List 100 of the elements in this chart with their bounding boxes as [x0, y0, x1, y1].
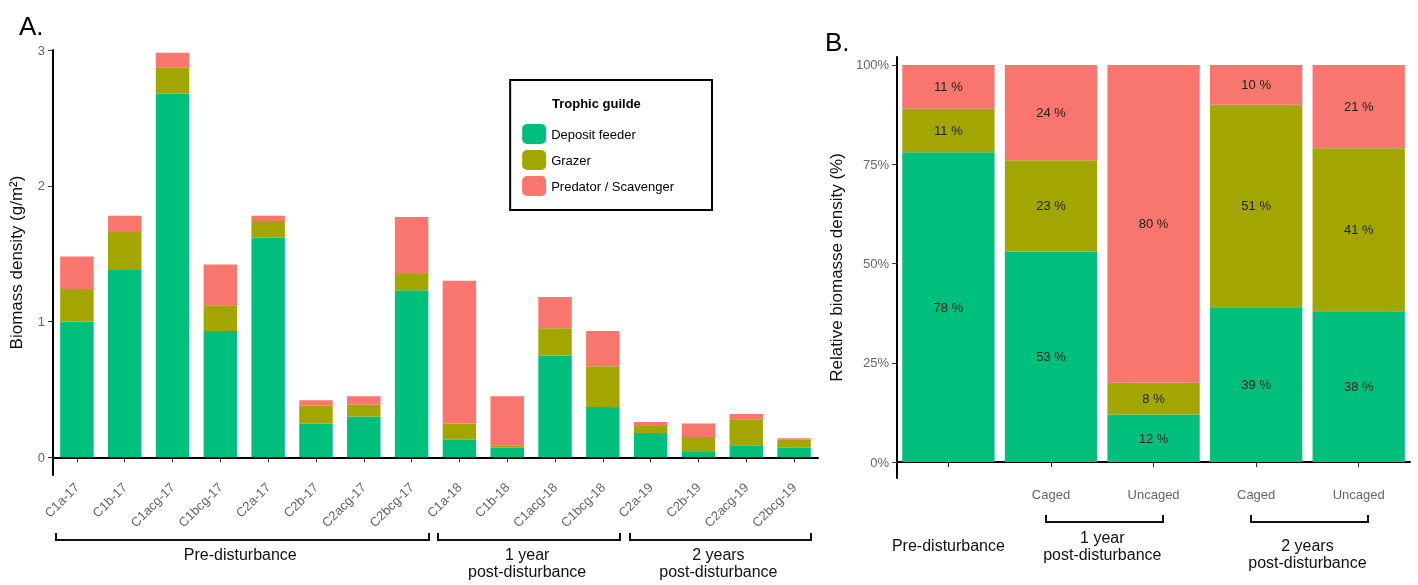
bar	[538, 328, 572, 356]
bar	[1004, 160, 1098, 252]
bar	[1209, 307, 1303, 463]
bar	[586, 366, 620, 408]
bar	[203, 305, 238, 332]
bar	[299, 405, 333, 424]
bar	[251, 221, 285, 238]
bar	[347, 396, 381, 405]
data-label: 78 %	[933, 299, 964, 315]
bar	[729, 445, 764, 458]
y-tick-label: 0%	[870, 454, 890, 470]
bar	[394, 217, 429, 275]
bar	[347, 404, 381, 417]
bar	[1209, 64, 1303, 105]
bar	[60, 256, 94, 289]
bar	[251, 237, 285, 458]
y-tick-label: 75%	[863, 156, 890, 172]
data-label: 8 %	[1142, 391, 1166, 407]
bar	[107, 215, 142, 232]
bar	[394, 274, 429, 291]
bar	[633, 426, 668, 433]
bar	[729, 419, 764, 446]
data-label: 23 %	[1036, 198, 1067, 214]
bar	[60, 288, 94, 322]
bar	[155, 52, 190, 68]
y-axis-title: Biomass density (g/m²)	[7, 175, 26, 350]
bar	[777, 439, 811, 448]
x-tick-label: Uncaged	[1127, 487, 1180, 502]
bar	[1107, 414, 1200, 463]
bar	[203, 264, 238, 306]
y-tick-label: 50%	[863, 256, 890, 272]
bar	[155, 67, 190, 94]
bar	[347, 416, 381, 458]
data-label: 24 %	[1036, 105, 1067, 121]
data-label: 38 %	[1343, 379, 1374, 395]
text: Pre-disturbance	[183, 546, 297, 563]
bar	[538, 297, 572, 329]
bar	[729, 413, 764, 420]
bar	[442, 280, 477, 424]
bar	[490, 396, 524, 446]
bar	[1312, 311, 1405, 463]
data-label: 21 %	[1343, 99, 1374, 115]
data-label: 51 %	[1241, 198, 1272, 214]
bar	[299, 400, 333, 406]
bar	[203, 331, 238, 458]
text: 1 year post-disturbance	[467, 546, 587, 580]
bar	[442, 423, 477, 440]
data-label: 11 %	[934, 122, 964, 138]
y-tick-label: 0	[37, 449, 45, 465]
bar	[681, 436, 716, 452]
text: Pre-disturbance	[891, 537, 1005, 554]
bar	[1312, 64, 1405, 149]
chart-title: A.	[19, 11, 44, 41]
y-tick-label: 25%	[863, 355, 890, 371]
bar	[1312, 148, 1405, 312]
text: 2 years post-disturbance	[1248, 537, 1367, 571]
bar	[251, 215, 285, 222]
bar	[586, 331, 620, 367]
x-tick-label: Caged	[1031, 487, 1071, 502]
y-tick-label: 3	[37, 42, 45, 58]
legend-title: Trophic guilde	[552, 96, 641, 111]
bar	[490, 447, 524, 458]
bar	[633, 432, 668, 458]
bar	[107, 269, 142, 458]
bar	[107, 231, 142, 270]
bar	[681, 423, 716, 437]
bar	[394, 290, 429, 458]
text: 2 years post-disturbance	[659, 546, 778, 580]
bar	[902, 152, 995, 463]
bar	[681, 451, 716, 458]
chart-title: B.	[825, 27, 850, 57]
data-label: 39 %	[1241, 377, 1272, 393]
bar	[902, 108, 995, 153]
bar	[1209, 104, 1303, 308]
bar	[586, 407, 620, 458]
bar	[1107, 382, 1200, 415]
data-label: 53 %	[1036, 349, 1067, 365]
x-tick-label: Uncaged	[1332, 487, 1385, 502]
bar	[490, 445, 524, 448]
bar	[1004, 251, 1098, 463]
y-axis-title: Relative biomasse density (%)	[827, 153, 846, 382]
text: 1 year post-disturbance	[1043, 529, 1162, 563]
data-label: 10 %	[1241, 77, 1272, 93]
bar	[299, 423, 333, 458]
data-label: 11 %	[934, 79, 964, 95]
y-tick-label: 1	[37, 314, 45, 330]
legend-label: Grazer	[551, 152, 592, 168]
y-tick-label: 2	[37, 178, 45, 194]
bar	[1004, 64, 1098, 161]
bar	[60, 321, 94, 458]
x-tick-label: Caged	[1236, 487, 1276, 502]
legend-label: Predator / Scavenger	[551, 178, 675, 194]
bar	[633, 422, 668, 427]
data-label: 12 %	[1138, 430, 1169, 446]
bar	[538, 355, 572, 458]
y-tick-label: 100%	[855, 57, 890, 73]
bar	[1107, 64, 1200, 383]
bar	[155, 93, 190, 458]
legend-label: Deposit feeder	[551, 126, 637, 142]
data-label: 80 %	[1138, 216, 1169, 232]
